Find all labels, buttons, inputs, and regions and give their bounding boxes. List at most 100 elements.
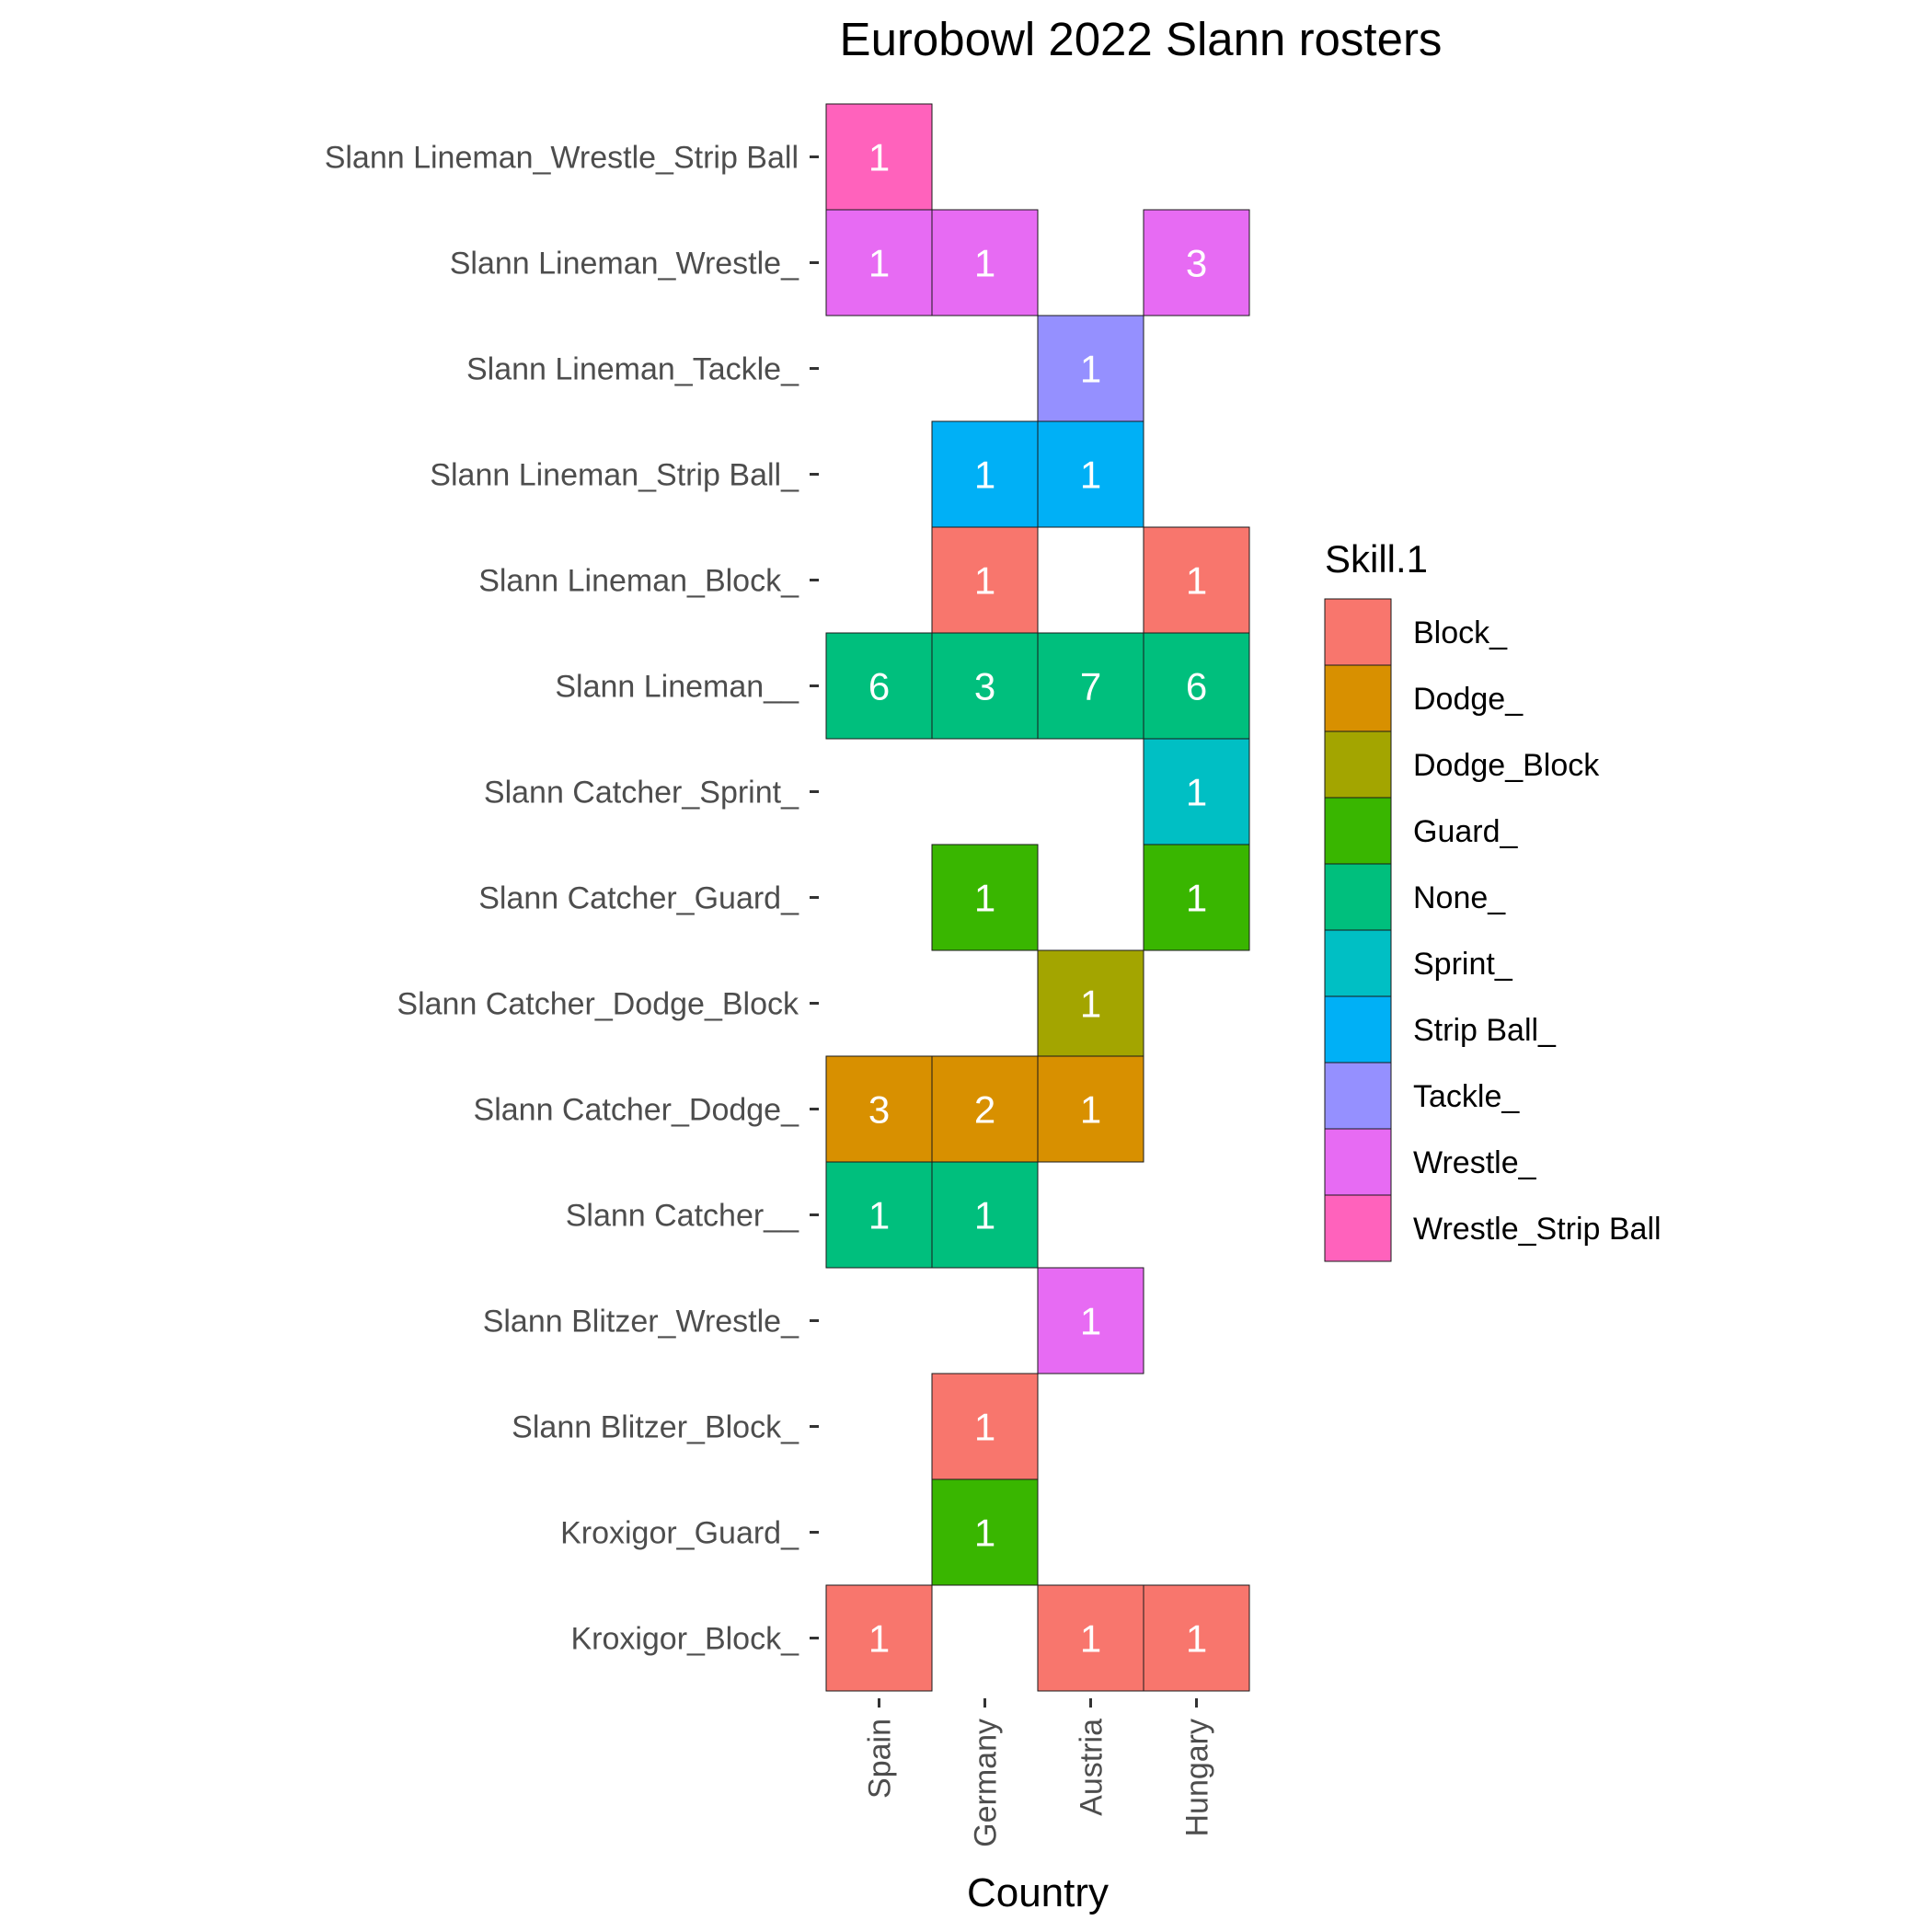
legend-label: Wrestle_	[1413, 1145, 1537, 1180]
heatmap-cell	[931, 526, 1039, 634]
x-tick-label: Austria	[1075, 1719, 1110, 1816]
y-tick-label: Slann Blitzer_Wrestle_	[483, 1305, 799, 1340]
legend-label: Wrestle_Strip Ball	[1413, 1212, 1662, 1247]
heatmap-cell	[1143, 844, 1250, 951]
legend-label: Strip Ball_	[1413, 1013, 1557, 1048]
cell-value-label: 1	[1080, 1300, 1101, 1343]
x-axis-title: Country	[967, 1870, 1109, 1915]
heatmap-cell	[931, 1161, 1039, 1269]
heatmap-cell	[1037, 315, 1144, 422]
legend-swatch	[1324, 664, 1392, 732]
x-tick-label: Hungary	[1180, 1719, 1215, 1837]
y-tick-label: Kroxigor_Guard_	[560, 1516, 799, 1551]
cell-value-label: 1	[974, 877, 995, 920]
x-tick-label: Germany	[969, 1719, 1004, 1847]
y-axis: Slann Lineman_Wrestle_Strip Ball Slann Li…	[325, 141, 819, 1657]
cell-value-label: 3	[868, 1088, 890, 1132]
y-tick-label: Kroxigor_Block_	[570, 1622, 799, 1657]
cell-value-label: 1	[974, 1512, 995, 1555]
heatmap-cell	[931, 632, 1039, 740]
cell-value-label: 1	[1080, 1088, 1101, 1132]
heatmap-cell	[931, 844, 1039, 951]
chart-title: Eurobowl 2022 Slann rosters	[840, 13, 1443, 65]
cell-value-label: 1	[1080, 983, 1101, 1026]
x-axis: Spain Germany Austria Hungary	[863, 1698, 1215, 1847]
cell-value-label: 1	[1186, 771, 1207, 814]
y-tick-label: Slann Catcher__	[566, 1199, 799, 1234]
legend-label: None_	[1413, 880, 1506, 915]
cell-value-label: 1	[1080, 348, 1101, 391]
cell-value-label: 1	[974, 454, 995, 497]
y-tick-label: Slann Lineman_Strip Ball_	[430, 458, 799, 493]
cell-value-label: 1	[1186, 559, 1207, 603]
heatmap-cell	[825, 632, 933, 740]
y-tick-label: Slann Lineman_Wrestle_Strip Ball	[325, 141, 799, 176]
heatmap-cell	[1143, 1584, 1250, 1692]
heatmap-cell	[1143, 526, 1250, 634]
legend-swatch	[1324, 730, 1392, 799]
cell-value-label: 3	[1186, 242, 1207, 285]
y-tick-label: Slann Catcher_Dodge_Block	[397, 987, 799, 1022]
legend-swatch	[1324, 995, 1392, 1064]
cell-value-label: 1	[1186, 1617, 1207, 1661]
heatmap-cell	[1037, 1055, 1144, 1163]
legend-swatch	[1324, 929, 1392, 997]
heatmap-cell	[931, 1373, 1039, 1480]
cell-value-label: 1	[868, 242, 890, 285]
cell-value-label: 1	[974, 1406, 995, 1449]
legend-title: Skill.1	[1325, 537, 1428, 581]
legend-label: Block_	[1413, 615, 1508, 650]
cell-value-label: 6	[1186, 665, 1207, 708]
heatmap-cell	[1037, 1267, 1144, 1374]
y-tick-label: Slann Blitzer_Block_	[512, 1410, 799, 1445]
heatmap-cell	[931, 209, 1039, 316]
heatmap-cell	[1037, 420, 1144, 528]
x-tick-label: Spain	[863, 1719, 898, 1799]
cell-value-label: 1	[974, 242, 995, 285]
heatmap-cell	[1143, 632, 1250, 740]
heatmap-cell	[1143, 738, 1250, 845]
legend-label: Sprint_	[1413, 947, 1513, 982]
legend-label: Tackle_	[1413, 1079, 1520, 1114]
cell-value-label: 2	[974, 1088, 995, 1132]
legend-swatch	[1324, 1128, 1392, 1196]
y-tick-label: Slann Lineman_Block_	[478, 564, 799, 599]
legend-swatch	[1324, 1062, 1392, 1130]
cell-value-label: 1	[868, 1194, 890, 1237]
heatmap-cell	[1037, 949, 1144, 1057]
heatmap-cell	[825, 209, 933, 316]
legend-swatch	[1324, 598, 1392, 666]
y-tick-label: Slann Lineman_Tackle_	[466, 352, 799, 387]
legend-swatch	[1324, 863, 1392, 931]
cell-value-label: 7	[1080, 665, 1101, 708]
legend-label: Dodge_Block	[1413, 748, 1600, 783]
cell-value-label: 1	[868, 1617, 890, 1661]
y-tick-label: Slann Catcher_Dodge_	[474, 1093, 800, 1128]
y-tick-label: Slann Catcher_Guard_	[478, 881, 799, 916]
heatmap-cell	[825, 1055, 933, 1163]
y-tick-label: Slann Lineman_Wrestle_	[450, 247, 799, 282]
cell-value-label: 1	[1080, 454, 1101, 497]
heatmap-cell	[825, 103, 933, 211]
heatmap-cell	[825, 1161, 933, 1269]
cell-value-label: 3	[974, 665, 995, 708]
cell-value-label: 6	[868, 665, 890, 708]
legend-items: Block_ Dodge_ Dodge_Block Guard_ None_ Sprint…	[1324, 598, 1662, 1262]
y-tick-label: Slann Catcher_Sprint_	[484, 776, 799, 811]
cell-value-label: 1	[868, 136, 890, 179]
cell-value-label: 1	[1186, 877, 1207, 920]
cell-value-label: 1	[974, 559, 995, 603]
y-tick-label: Slann Lineman__	[555, 670, 799, 705]
legend-label: Guard_	[1413, 814, 1518, 849]
heatmap-cell	[931, 1478, 1039, 1586]
legend-swatch	[1324, 797, 1392, 865]
legend-label: Dodge_	[1413, 682, 1524, 717]
legend-swatch	[1324, 1194, 1392, 1262]
heatmap-cells: 1 1 1 3 1 1 1 1 1 6 3 7 6 1 1 1 1 3 2 1 1 1 1 1 1 1 1 1	[825, 103, 1250, 1692]
cell-value-label: 1	[1080, 1617, 1101, 1661]
heatmap-cell	[825, 1584, 933, 1692]
heatmap-cell	[1037, 1584, 1144, 1692]
heatmap-cell	[1143, 209, 1250, 316]
